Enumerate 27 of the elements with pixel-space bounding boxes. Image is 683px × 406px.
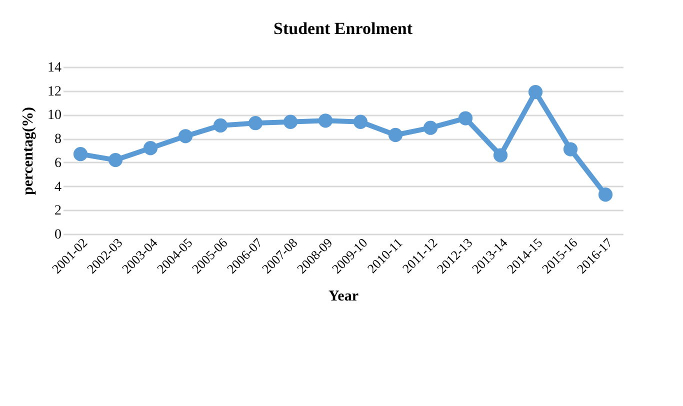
- point: [178, 129, 193, 144]
- point: [353, 114, 368, 129]
- x-axis-title: Year: [328, 288, 359, 304]
- y-tick-label: 10: [48, 108, 62, 124]
- point: [423, 120, 438, 135]
- point: [458, 111, 473, 126]
- y-tick-label: 0: [54, 228, 62, 242]
- point: [598, 188, 613, 202]
- y-axis-title: percentag(%): [20, 106, 36, 196]
- point: [493, 148, 508, 162]
- point: [248, 116, 263, 130]
- point: [563, 142, 578, 156]
- y-tick-label: 4: [54, 180, 62, 195]
- y-tick-label: 6: [54, 156, 62, 171]
- chart-title: Student Enrolment: [273, 19, 413, 38]
- point: [388, 128, 403, 142]
- y-tick-label: 8: [54, 132, 62, 148]
- point: [143, 141, 158, 156]
- y-tick-label: 14: [48, 60, 62, 76]
- point: [283, 114, 298, 129]
- point: [528, 84, 543, 100]
- point: [213, 118, 228, 133]
- y-tick-label: 12: [48, 84, 62, 100]
- y-tick-label: 2: [54, 204, 62, 219]
- point: [108, 152, 123, 168]
- point: [73, 147, 88, 162]
- point: [318, 114, 333, 128]
